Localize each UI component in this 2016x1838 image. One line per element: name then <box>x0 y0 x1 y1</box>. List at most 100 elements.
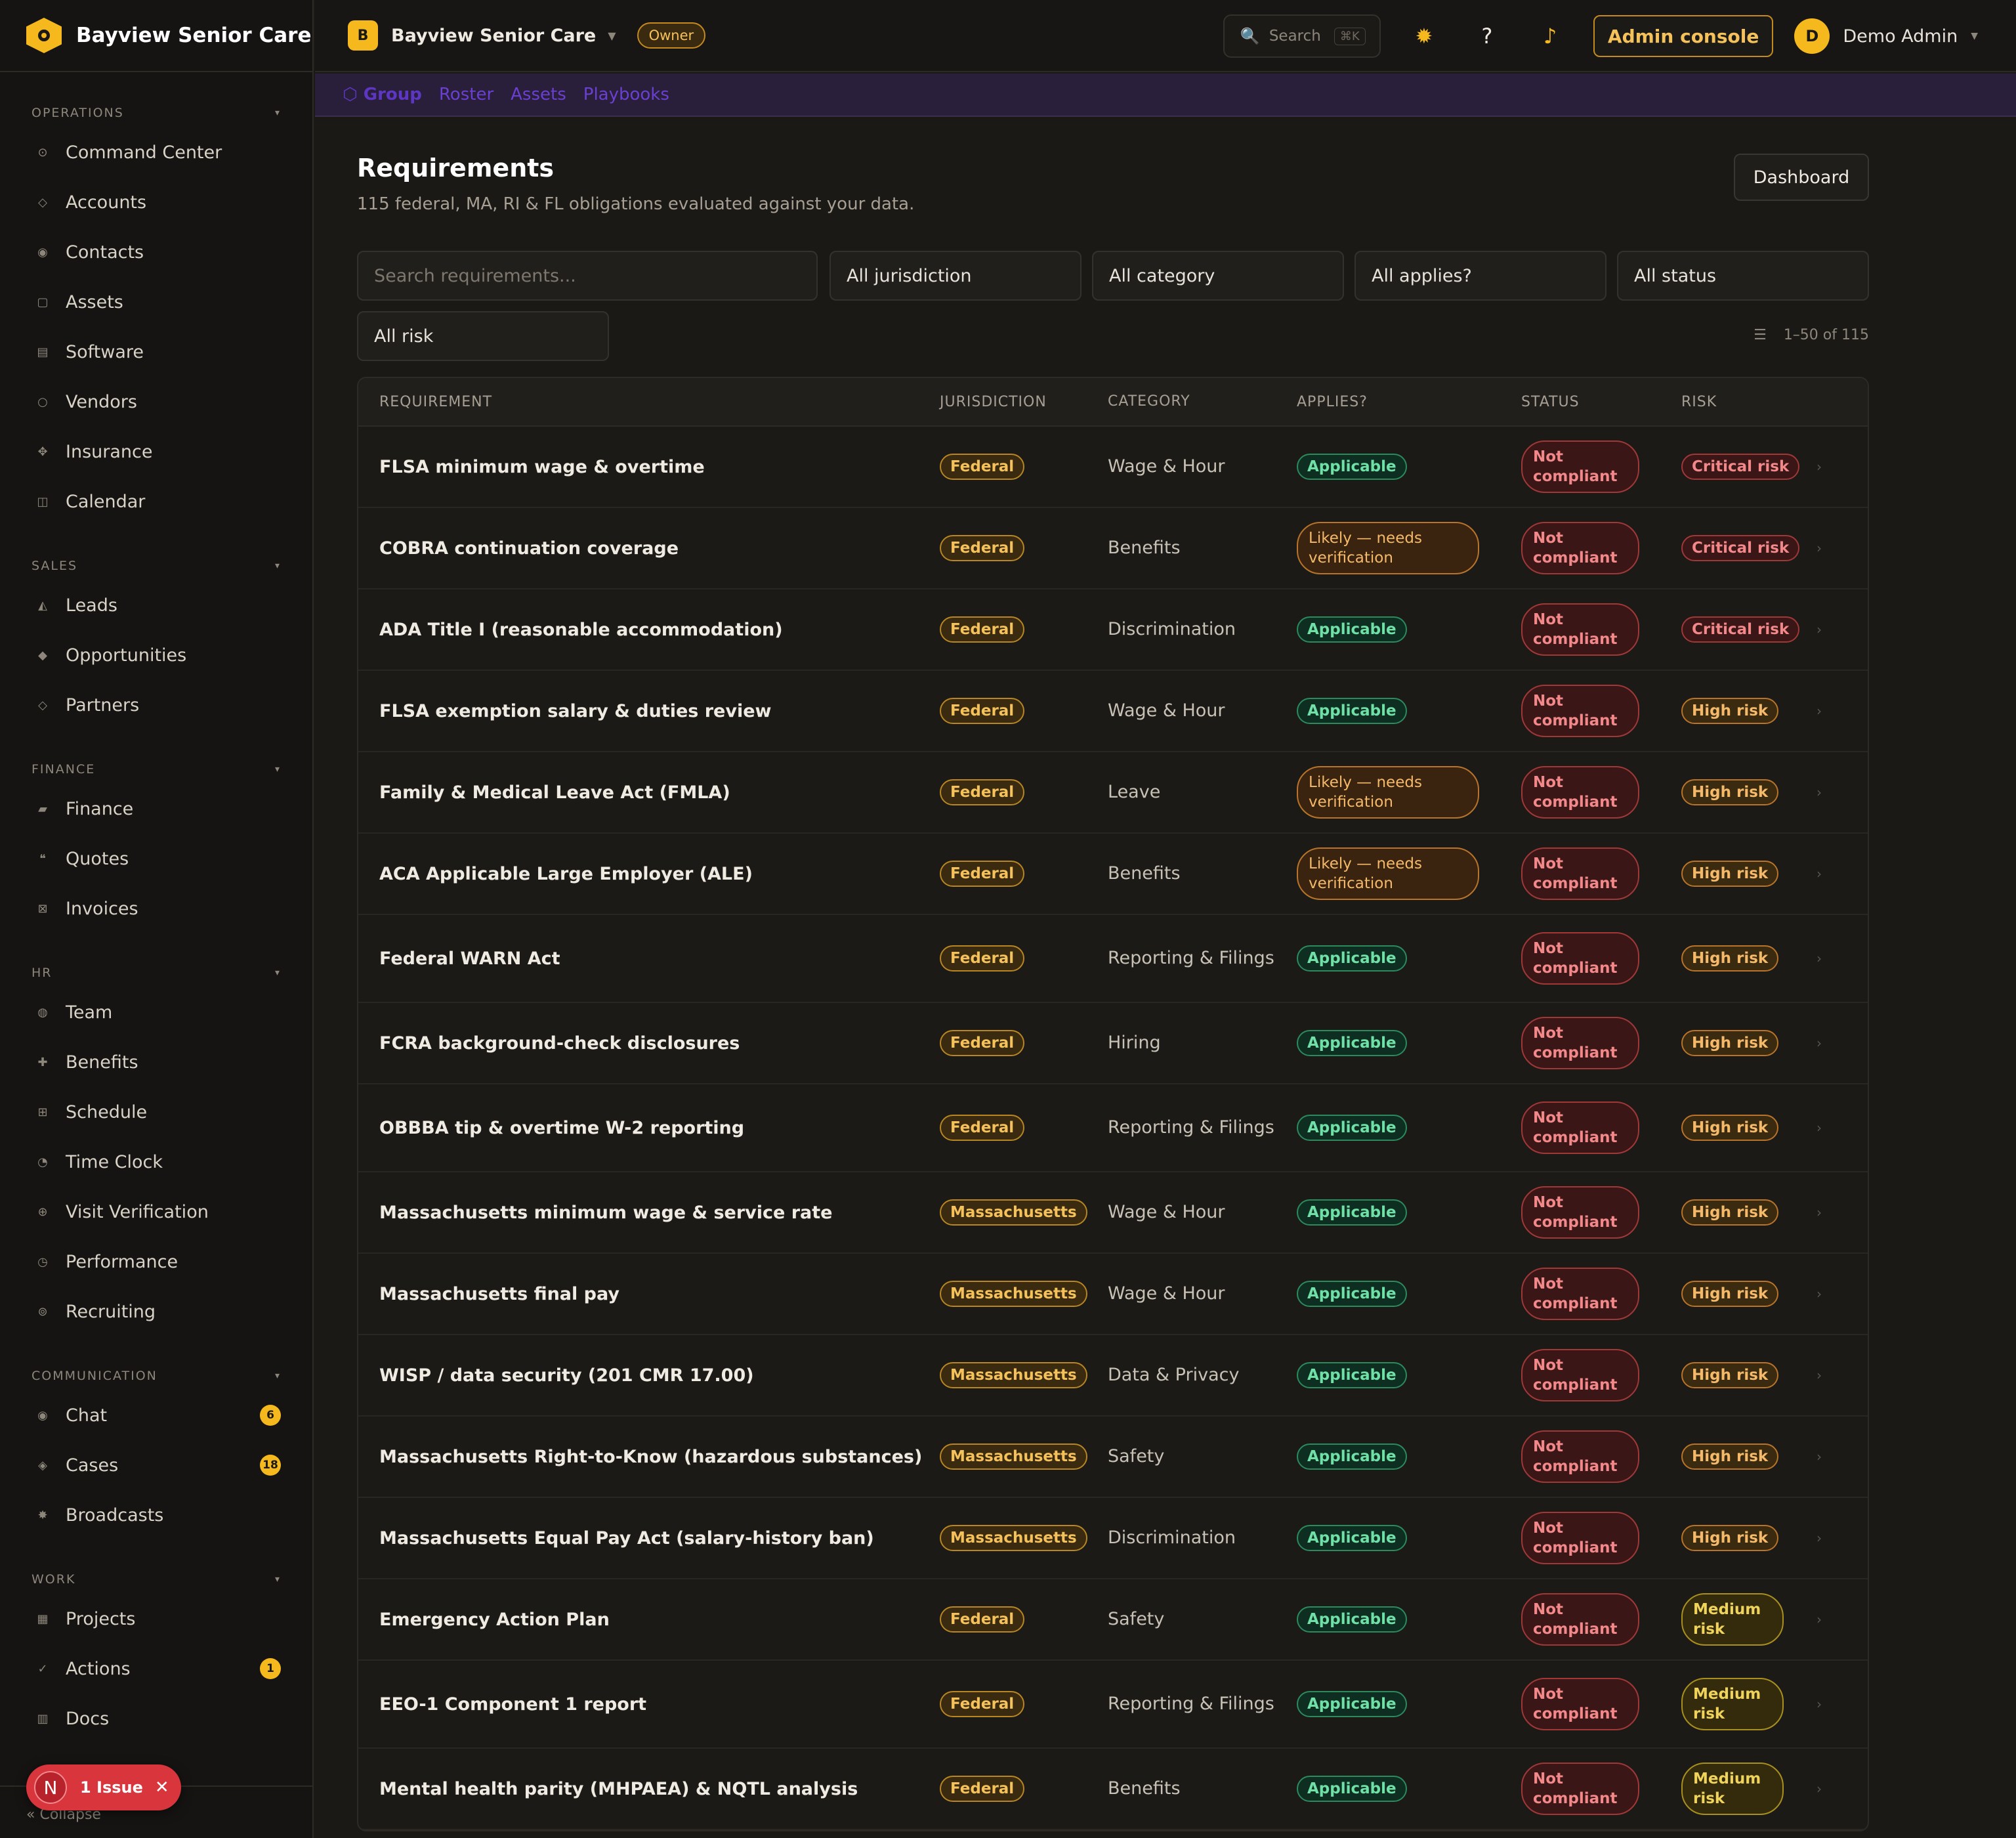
requirement-name[interactable]: FCRA background-check disclosures <box>379 1033 740 1054</box>
table-row[interactable]: FCRA background-check disclosures Federal… <box>358 1003 1868 1084</box>
sidebar-item-docs[interactable]: ▥ Docs <box>0 1694 312 1743</box>
chevron-right-icon[interactable]: › <box>1816 1449 1822 1464</box>
table-row[interactable]: Massachusetts minimum wage & service rat… <box>358 1172 1868 1254</box>
chevron-down-icon[interactable]: ▾ <box>274 1371 281 1381</box>
sidebar-item-invoices[interactable]: ⊠ Invoices <box>0 884 312 933</box>
sidebar-item-insurance[interactable]: ✥ Insurance <box>0 427 312 477</box>
category-filter[interactable]: All category <box>1092 251 1344 301</box>
requirement-name[interactable]: ACA Applicable Large Employer (ALE) <box>379 863 753 884</box>
sidebar-item-team[interactable]: ◍ Team <box>0 987 312 1037</box>
sidebar-item-vendors[interactable]: ○ Vendors <box>0 377 312 427</box>
table-row[interactable]: FLSA minimum wage & overtime Federal Wage … <box>358 427 1868 508</box>
chevron-right-icon[interactable]: › <box>1816 951 1822 966</box>
table-row[interactable]: COBRA continuation coverage Federal Benefi… <box>358 508 1868 589</box>
table-row[interactable]: OBBBA tip & overtime W-2 reporting Federa… <box>358 1084 1868 1172</box>
risk-filter[interactable]: All risk <box>357 311 609 361</box>
chevron-down-icon[interactable]: ▼ <box>1971 31 1978 41</box>
requirement-name[interactable]: Massachusetts Equal Pay Act (salary-hist… <box>379 1528 874 1549</box>
requirement-name[interactable]: FLSA exemption salary & duties review <box>379 700 772 721</box>
requirement-name[interactable]: OBBBA tip & overtime W-2 reporting <box>379 1117 745 1138</box>
requirement-name[interactable]: Federal WARN Act <box>379 948 560 969</box>
requirement-name[interactable]: Massachusetts Right-to-Know (hazardous s… <box>379 1446 923 1467</box>
chevron-right-icon[interactable]: › <box>1816 1035 1822 1051</box>
chevron-right-icon[interactable]: › <box>1816 1696 1822 1712</box>
applies-filter[interactable]: All applies? <box>1354 251 1606 301</box>
requirement-name[interactable]: EEO-1 Component 1 report <box>379 1694 647 1715</box>
col-category[interactable]: CATEGORY <box>1108 393 1190 410</box>
sidebar-item-quotes[interactable]: ❝ Quotes <box>0 834 312 884</box>
chevron-down-icon[interactable]: ▾ <box>274 108 281 118</box>
requirement-name[interactable]: Massachusetts minimum wage & service rat… <box>379 1202 833 1223</box>
table-row[interactable]: WISP / data security (201 CMR 17.00) Mass… <box>358 1335 1868 1417</box>
table-row[interactable]: ADA Title I (reasonable accommodation) Fe… <box>358 589 1868 671</box>
org-switcher[interactable]: Bayview Senior Care <box>391 25 597 46</box>
table-row[interactable]: Federal WARN Act Federal Reporting & Filin… <box>358 915 1868 1003</box>
search-input[interactable]: Search requirements... <box>357 251 818 301</box>
chevron-right-icon[interactable]: › <box>1816 1286 1822 1302</box>
chevron-down-icon[interactable]: ▾ <box>274 968 281 978</box>
chevron-right-icon[interactable]: › <box>1816 866 1822 882</box>
chevron-right-icon[interactable]: › <box>1816 540 1822 556</box>
subnav-playbooks[interactable]: Playbooks <box>583 85 669 104</box>
table-row[interactable]: FLSA exemption salary & duties review Fed… <box>358 671 1868 752</box>
chevron-right-icon[interactable]: › <box>1816 1612 1822 1627</box>
nav-section-header[interactable]: HR ▾ <box>0 958 312 987</box>
table-row[interactable]: EEO-1 Component 1 report Federal Reporting… <box>358 1661 1868 1749</box>
chevron-down-icon[interactable]: ▼ <box>608 29 616 42</box>
avatar[interactable]: D <box>1794 18 1830 54</box>
chevron-down-icon[interactable]: ▾ <box>274 561 281 571</box>
sidebar-item-command-center[interactable]: ⊙ Command Center <box>0 127 312 177</box>
theme-toggle-sun-icon[interactable]: ✹ <box>1415 24 1433 49</box>
sidebar-item-contacts[interactable]: ◉ Contacts <box>0 227 312 277</box>
chevron-right-icon[interactable]: › <box>1816 703 1822 719</box>
nav-section-header[interactable]: COMMUNICATION ▾ <box>0 1361 312 1390</box>
requirement-name[interactable]: Massachusetts final pay <box>379 1283 620 1304</box>
table-row[interactable]: Family & Medical Leave Act (FMLA) Federal… <box>358 752 1868 834</box>
chevron-right-icon[interactable]: › <box>1816 1205 1822 1220</box>
close-icon[interactable]: ✕ <box>154 1778 169 1797</box>
requirement-name[interactable]: Family & Medical Leave Act (FMLA) <box>379 782 730 803</box>
sidebar-item-assets[interactable]: ▢ Assets <box>0 277 312 327</box>
sidebar-item-opportunities[interactable]: ◆ Opportunities <box>0 630 312 680</box>
subnav-assets[interactable]: Assets <box>511 85 566 104</box>
user-menu[interactable]: Demo Admin <box>1843 26 1958 47</box>
chevron-right-icon[interactable]: › <box>1816 459 1822 475</box>
table-row[interactable]: ACA Applicable Large Employer (ALE) Feder… <box>358 834 1868 915</box>
requirement-name[interactable]: ADA Title I (reasonable accommodation) <box>379 619 783 640</box>
sidebar-item-schedule[interactable]: ⊞ Schedule <box>0 1087 312 1137</box>
global-search[interactable]: 🔍 Search ⌘K <box>1223 14 1381 58</box>
requirement-name[interactable]: Emergency Action Plan <box>379 1609 610 1630</box>
dashboard-button[interactable]: Dashboard <box>1734 154 1869 201</box>
issue-indicator[interactable]: N 1 Issue ✕ <box>26 1764 181 1810</box>
sidebar-item-actions[interactable]: ✓ Actions 1 <box>0 1644 312 1694</box>
col-risk[interactable]: RISK <box>1681 393 1717 410</box>
table-row[interactable]: Massachusetts Equal Pay Act (salary-hist… <box>358 1498 1868 1579</box>
density-icon[interactable]: ☰ <box>1754 327 1767 343</box>
table-row[interactable]: Massachusetts final pay Massachusetts Wage… <box>358 1254 1868 1335</box>
subnav-group[interactable]: ⬡ Group <box>343 85 422 104</box>
nav-section-header[interactable]: SALES ▾ <box>0 551 312 580</box>
col-status[interactable]: STATUS <box>1521 393 1580 410</box>
col-requirement[interactable]: REQUIREMENT <box>379 393 493 410</box>
sidebar-item-cases[interactable]: ◈ Cases 18 <box>0 1440 312 1490</box>
sidebar-item-broadcasts[interactable]: ✸ Broadcasts <box>0 1490 312 1540</box>
requirement-name[interactable]: COBRA continuation coverage <box>379 538 679 559</box>
chevron-right-icon[interactable]: › <box>1816 1120 1822 1136</box>
chevron-right-icon[interactable]: › <box>1816 1367 1822 1383</box>
sidebar-item-partners[interactable]: ◇ Partners <box>0 680 312 730</box>
col-jurisdiction[interactable]: JURISDICTION <box>940 393 1047 410</box>
table-row[interactable]: Massachusetts Right-to-Know (hazardous s… <box>358 1417 1868 1498</box>
sidebar-item-calendar[interactable]: ◫ Calendar <box>0 477 312 526</box>
chevron-right-icon[interactable]: › <box>1816 1530 1822 1546</box>
subnav-roster[interactable]: Roster <box>438 85 494 104</box>
sidebar-item-performance[interactable]: ◷ Performance <box>0 1237 312 1287</box>
admin-console-button[interactable]: Admin console <box>1593 15 1774 57</box>
sidebar-item-chat[interactable]: ◉ Chat 6 <box>0 1390 312 1440</box>
chevron-right-icon[interactable]: › <box>1816 622 1822 637</box>
sidebar-item-software[interactable]: ▤ Software <box>0 327 312 377</box>
org-logo[interactable]: B <box>348 20 378 51</box>
sidebar-item-time-clock[interactable]: ◔ Time Clock <box>0 1137 312 1187</box>
sidebar-item-recruiting[interactable]: ⊚ Recruiting <box>0 1287 312 1336</box>
sidebar-item-benefits[interactable]: ✚ Benefits <box>0 1037 312 1087</box>
brand[interactable]: Bayview Senior Care <box>0 0 312 72</box>
